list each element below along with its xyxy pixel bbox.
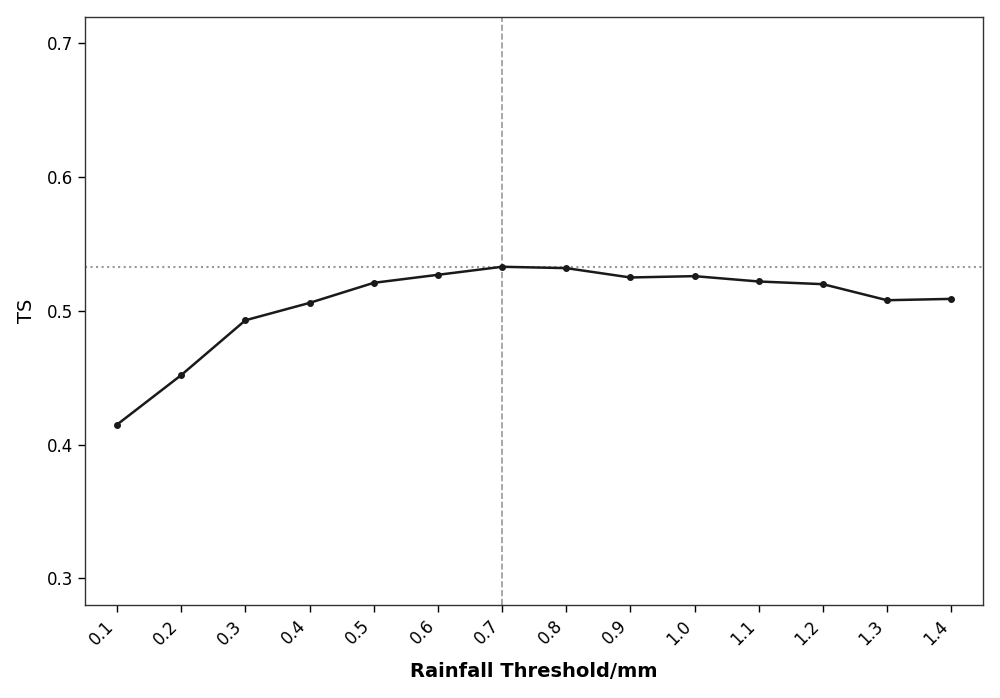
Y-axis label: TS: TS — [17, 299, 36, 323]
X-axis label: Rainfall Threshold/mm: Rainfall Threshold/mm — [410, 662, 658, 681]
